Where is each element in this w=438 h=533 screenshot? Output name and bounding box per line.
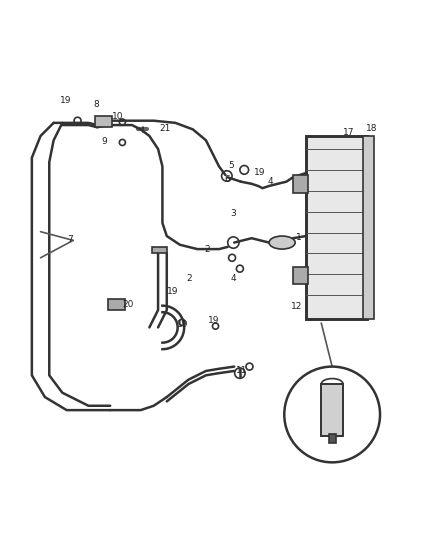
Text: 13: 13 [321, 416, 333, 425]
Text: 3: 3 [230, 209, 236, 218]
Text: 12: 12 [291, 302, 302, 311]
Circle shape [284, 367, 380, 462]
Text: 16: 16 [356, 435, 367, 444]
Text: 14: 14 [315, 435, 326, 444]
Text: 19: 19 [167, 287, 178, 296]
Text: 4: 4 [268, 177, 273, 186]
Bar [293, 175, 308, 192]
Ellipse shape [269, 236, 295, 249]
Text: 1: 1 [296, 233, 301, 242]
Text: 15: 15 [356, 416, 367, 425]
Text: 9: 9 [101, 137, 107, 146]
Text: 2: 2 [187, 274, 192, 283]
Text: 19: 19 [254, 167, 266, 176]
Bar [321, 384, 343, 436]
Text: 18: 18 [367, 124, 378, 133]
Text: 11: 11 [237, 366, 248, 375]
Bar [363, 136, 374, 319]
Bar [108, 299, 125, 310]
Text: 19: 19 [177, 320, 189, 329]
Text: 8: 8 [93, 100, 99, 109]
Bar [306, 136, 367, 319]
Text: 6: 6 [225, 175, 230, 184]
Text: 17: 17 [343, 128, 354, 138]
Bar [306, 136, 367, 319]
Text: 21: 21 [159, 124, 170, 133]
Bar [95, 116, 113, 127]
Text: 19: 19 [60, 96, 71, 105]
Bar [328, 434, 336, 443]
Text: 20: 20 [123, 300, 134, 309]
Text: 2: 2 [204, 246, 210, 254]
Bar [293, 266, 308, 284]
Bar [152, 247, 167, 254]
Text: 4: 4 [230, 274, 236, 283]
Text: 7: 7 [67, 235, 73, 244]
Text: 19: 19 [208, 316, 219, 325]
Text: 10: 10 [112, 112, 124, 121]
Bar [321, 384, 343, 436]
Text: 5: 5 [228, 161, 233, 170]
